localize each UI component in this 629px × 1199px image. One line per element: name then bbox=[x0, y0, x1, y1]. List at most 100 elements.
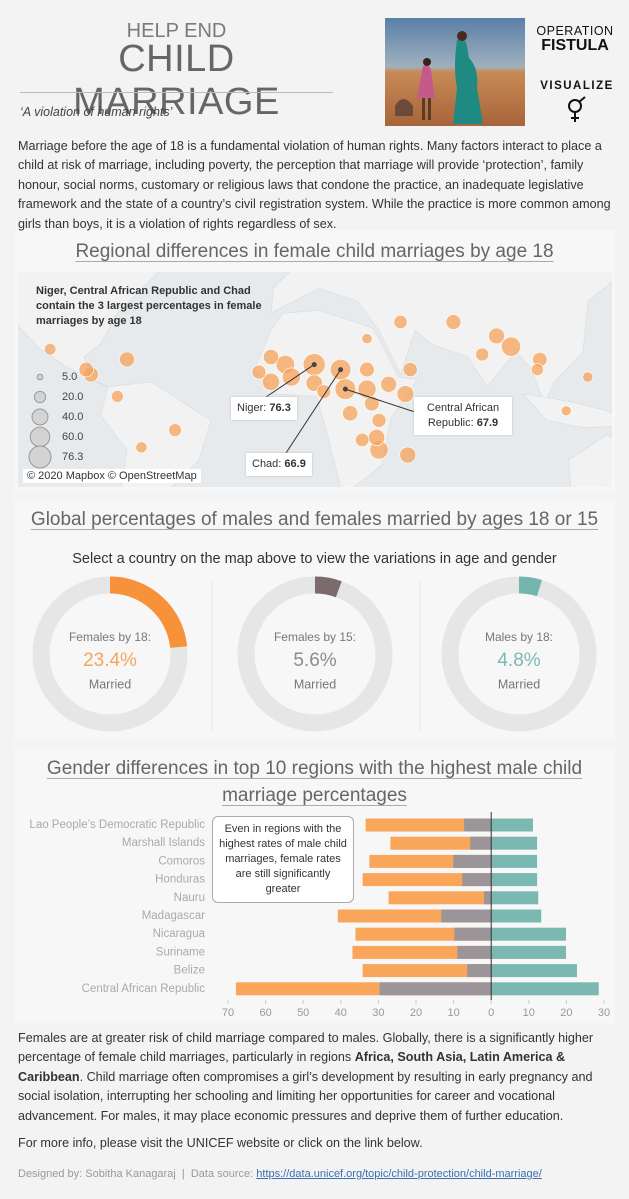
source-link[interactable]: https://data.unicef.org/topic/child-prot… bbox=[256, 1168, 542, 1180]
bar bbox=[464, 818, 492, 832]
bar bbox=[352, 945, 492, 959]
x-tick-label: 70 bbox=[222, 1007, 234, 1019]
bar bbox=[454, 927, 492, 941]
bar bbox=[484, 891, 492, 905]
bubble bbox=[501, 336, 521, 357]
x-tick-label: 10 bbox=[447, 1007, 459, 1019]
donut-label: Females by 15: bbox=[274, 630, 356, 644]
bar bbox=[390, 836, 492, 850]
bar bbox=[491, 927, 567, 941]
bubble bbox=[445, 314, 462, 330]
bar bbox=[457, 945, 492, 959]
outro: Females are at greater risk of child mar… bbox=[18, 1029, 616, 1126]
intro: Marriage before the age of 18 is a funda… bbox=[18, 139, 611, 231]
logo-top: OPERATION bbox=[536, 24, 614, 38]
bubble bbox=[393, 315, 408, 329]
bar bbox=[491, 964, 577, 978]
donut-subtitle: Select a country on the map above to vie… bbox=[72, 551, 557, 567]
map: 5.0 20.0 40.0 60.0 76.3 bbox=[18, 272, 612, 487]
bubble bbox=[361, 333, 373, 345]
bar bbox=[491, 873, 538, 887]
bubble bbox=[135, 441, 148, 454]
y-tick-label: Honduras bbox=[155, 874, 205, 886]
footer: Designed by: Sobitha Kanagaraj | Data so… bbox=[18, 1168, 542, 1180]
bubble bbox=[371, 413, 387, 428]
bar bbox=[365, 818, 492, 832]
map-credit: © 2020 Mapbox © OpenStreetMap bbox=[23, 469, 201, 483]
land bbox=[18, 272, 159, 387]
donut-arc bbox=[109, 576, 188, 649]
legend-label: 20.0 bbox=[62, 391, 83, 403]
bubble bbox=[262, 372, 280, 391]
bar bbox=[491, 982, 599, 996]
donut-label: Females by 18: bbox=[69, 630, 151, 644]
y-tick-label: Suriname bbox=[156, 946, 205, 958]
callout-label: Niger: bbox=[237, 402, 267, 414]
bubble bbox=[368, 429, 386, 446]
donut-value: 23.4% bbox=[83, 650, 137, 671]
legend-label: 60.0 bbox=[62, 431, 83, 443]
bar-annotation: Even in regions with the highest rates o… bbox=[212, 816, 354, 903]
y-tick-label: Madagascar bbox=[142, 910, 205, 922]
callout-line bbox=[345, 388, 416, 413]
bubble bbox=[263, 349, 279, 365]
y-tick-label: Comoros bbox=[158, 855, 205, 867]
brand-icon bbox=[568, 96, 586, 122]
bubble bbox=[44, 343, 57, 356]
callout-value: 76.3 bbox=[269, 402, 291, 414]
bubble bbox=[357, 379, 377, 399]
donut-caption: Married bbox=[498, 677, 540, 691]
legend-bubble bbox=[31, 408, 49, 426]
bubble bbox=[251, 364, 267, 380]
bar bbox=[441, 909, 492, 923]
outro-bold: Africa, South Asia, Latin America & Cari… bbox=[18, 1050, 566, 1084]
land bbox=[270, 272, 612, 405]
bar bbox=[388, 891, 492, 905]
map-annotation: Niger, Central African Republic and Chad… bbox=[36, 285, 262, 327]
outro-text: . Child marriage often compromises a gir… bbox=[18, 1069, 593, 1123]
donut-title: Global percentages of males and females … bbox=[30, 509, 599, 530]
callout-dot bbox=[338, 367, 344, 373]
logo-bottom: FISTULA bbox=[541, 37, 609, 54]
bubble bbox=[399, 446, 417, 464]
bar-chart: Lao People’s Democratic Republic Marshall… bbox=[29, 812, 610, 1019]
y-tick-label: Belize bbox=[174, 965, 205, 977]
land bbox=[568, 434, 612, 487]
bubble bbox=[475, 347, 490, 362]
donut-caption: Married bbox=[89, 677, 131, 691]
rule bbox=[20, 92, 333, 93]
bar bbox=[462, 873, 492, 887]
bubble bbox=[78, 361, 94, 378]
callout: Chad: 66.9 bbox=[246, 453, 312, 476]
bar bbox=[491, 854, 538, 868]
bar bbox=[491, 909, 542, 923]
y-tick-label: Lao People’s Democratic Republic bbox=[29, 819, 205, 831]
more-info: For more info, please visit the UNICEF w… bbox=[18, 1136, 423, 1150]
bubble bbox=[342, 405, 359, 422]
bar-title: Gender differences in top 10 regions wit… bbox=[46, 758, 583, 806]
bar bbox=[379, 982, 492, 996]
y-tick-label: Marshall Islands bbox=[122, 837, 205, 849]
bubble bbox=[531, 363, 544, 376]
x-tick-label: 20 bbox=[560, 1007, 572, 1019]
x-tick-label: 30 bbox=[372, 1007, 384, 1019]
x-tick-label: 10 bbox=[523, 1007, 535, 1019]
photo bbox=[385, 18, 525, 126]
callout: Niger: 76.3 bbox=[231, 397, 297, 420]
bar bbox=[467, 964, 492, 978]
donut-label: Males by 18: bbox=[485, 630, 553, 644]
kicker: HELP END bbox=[126, 20, 227, 42]
bubble bbox=[282, 367, 301, 387]
bar bbox=[470, 836, 492, 850]
bar bbox=[453, 854, 492, 868]
bubble bbox=[560, 405, 572, 417]
callout-dot bbox=[342, 386, 348, 392]
bar bbox=[491, 818, 533, 832]
donut-arc bbox=[518, 576, 543, 597]
bubble bbox=[119, 351, 135, 368]
x-tick-label: 30 bbox=[598, 1007, 610, 1019]
bubble bbox=[111, 390, 124, 403]
donut-chart: Females by 18: 23.4% Married Females by 15:… bbox=[32, 576, 597, 732]
bubble bbox=[396, 385, 415, 403]
y-tick-label: Nauru bbox=[174, 892, 205, 904]
